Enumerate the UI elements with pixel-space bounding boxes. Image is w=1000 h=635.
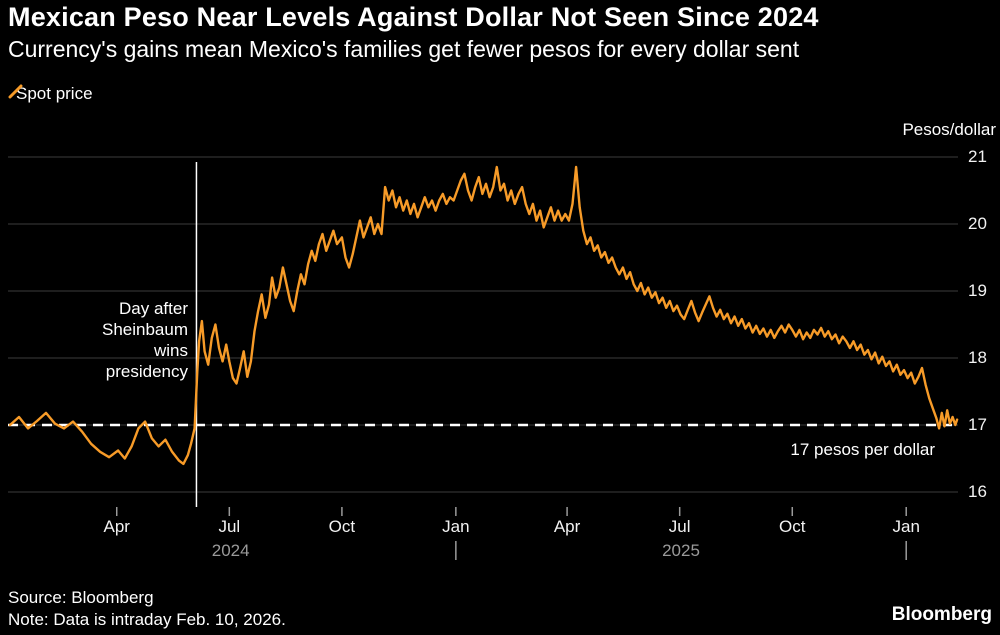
spot-price-line	[8, 165, 959, 466]
page-subtitle: Currency's gains mean Mexico's families …	[8, 36, 800, 62]
y-axis-label: 18	[968, 348, 987, 367]
y-axis-label: 21	[968, 147, 987, 166]
x-axis-label: Jul	[668, 517, 691, 536]
brand-logo: Bloomberg	[891, 604, 992, 625]
legend-label: Spot price	[16, 84, 93, 103]
x-axis-label: Apr	[553, 517, 581, 536]
x-axis-label: Jan	[442, 517, 470, 536]
y-axis-label: 19	[968, 281, 987, 300]
year-label: 2024	[211, 541, 250, 560]
x-axis-label: Jul	[218, 517, 241, 536]
y-axis-label: 20	[968, 214, 987, 233]
y-axis-unit-label: Pesos/dollar	[902, 120, 996, 139]
y-axis-label: 16	[968, 482, 987, 501]
election-annotation: Day after Sheinbaum wins presidency	[101, 299, 188, 381]
legend: Spot price	[8, 84, 93, 104]
note-text: Note: Data is intraday Feb. 10, 2026.	[8, 610, 286, 629]
y-axis-label: 17	[968, 415, 987, 434]
source-text: Source: Bloomberg	[8, 588, 154, 607]
x-axis-label: Jan	[892, 517, 920, 536]
threshold-label: 17 pesos per dollar	[790, 440, 935, 459]
page-title: Mexican Peso Near Levels Against Dollar …	[8, 2, 819, 32]
x-axis-label: Apr	[103, 517, 130, 536]
x-axis-label: Oct	[328, 517, 356, 536]
year-label: 2025	[662, 541, 700, 560]
x-axis-label: Oct	[779, 517, 806, 536]
